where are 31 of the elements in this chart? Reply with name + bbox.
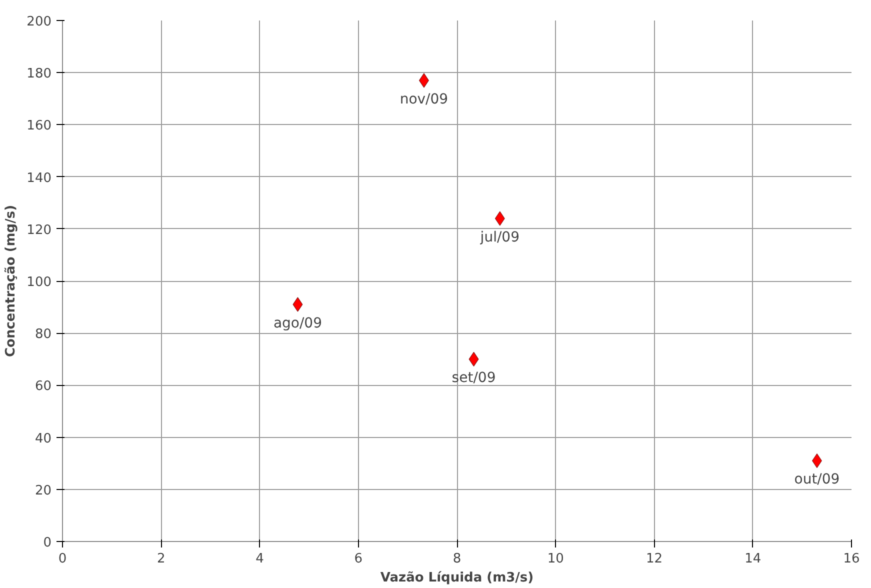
x-tick-label: 2 xyxy=(156,552,166,566)
y-tick-label: 200 xyxy=(26,14,52,30)
annotation: nov/09 xyxy=(400,91,448,108)
x-tick-label: 4 xyxy=(256,552,264,566)
y-tick-label: 80 xyxy=(34,327,52,342)
y-tick-label: 40 xyxy=(34,431,52,446)
y-tick-label: 120 xyxy=(26,222,52,238)
y-axis-title: Concentração (mg/s) xyxy=(4,204,19,358)
y-tick-label: 160 xyxy=(26,118,52,134)
annotation: ago/09 xyxy=(273,315,322,332)
point xyxy=(292,297,303,312)
point xyxy=(494,211,505,226)
x-tick-label: 0 xyxy=(58,552,67,566)
annotation: jul/09 xyxy=(479,229,520,246)
y-tick-label: 140 xyxy=(26,170,52,186)
x-tick-label: 8 xyxy=(452,552,462,566)
y-tick-label: 20 xyxy=(34,483,52,498)
x-tick-label: 6 xyxy=(354,552,363,566)
point xyxy=(468,352,479,366)
y-tick-label: 100 xyxy=(26,275,52,290)
annotation: out/09 xyxy=(794,472,840,488)
x-tick-label: 12 xyxy=(646,552,663,566)
x-tick-label: 14 xyxy=(744,552,762,566)
y-tick-label: 0 xyxy=(43,536,52,550)
y-tick-label: 60 xyxy=(34,379,52,394)
point xyxy=(418,73,429,88)
x-tick-label: 16 xyxy=(843,552,860,566)
x-tick-label: 10 xyxy=(547,552,564,566)
y-tick-label: 180 xyxy=(26,66,52,82)
x-axis-title: Vazão Líquida (m3/s) xyxy=(380,570,534,586)
annotation: set/09 xyxy=(452,370,496,386)
